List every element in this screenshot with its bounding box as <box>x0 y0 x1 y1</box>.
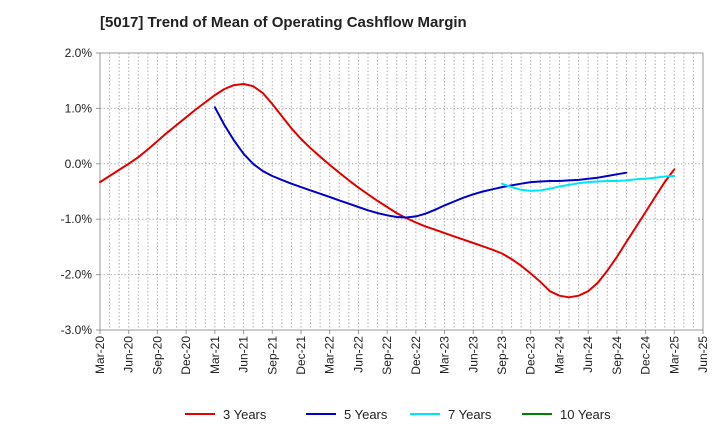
y-tick-label: -1.0% <box>61 212 93 226</box>
plot-frame <box>99 52 704 331</box>
y-tick-label: -3.0% <box>61 323 93 337</box>
y-tick-label: 0.0% <box>65 157 93 171</box>
x-tick-label: Sep-23 <box>495 336 509 375</box>
x-tick-label: Mar-21 <box>208 336 222 374</box>
x-tick-label: Jun-24 <box>581 336 595 373</box>
y-tick-label: -2.0% <box>61 268 93 282</box>
x-tick-label: Dec-22 <box>409 336 423 375</box>
x-tick-label: Jun-22 <box>351 336 365 373</box>
grid-layer <box>100 53 703 330</box>
legend-label-7-years: 7 Years <box>448 407 492 422</box>
legend-label-5-years: 5 Years <box>344 407 388 422</box>
x-tick-label: Sep-24 <box>610 336 624 375</box>
x-tick-label: Sep-20 <box>150 336 164 375</box>
x-tick-label: Dec-24 <box>639 336 653 375</box>
x-tick-label: Dec-23 <box>524 336 538 375</box>
x-tick-label: Mar-22 <box>323 336 337 374</box>
legend-label-3-years: 3 Years <box>223 407 267 422</box>
x-tick-label: Mar-25 <box>667 336 681 374</box>
x-tick-label: Mar-24 <box>552 336 566 374</box>
y-tick-label: 2.0% <box>65 46 93 60</box>
legend: 3 Years 5 Years 7 Years 10 Years <box>185 407 611 422</box>
series-line-3-years <box>99 83 676 299</box>
series-layer <box>99 83 676 299</box>
legend-label-10-years: 10 Years <box>560 407 611 422</box>
x-tick-label: Jun-21 <box>237 336 251 373</box>
x-axis-ticks: Mar-20 Jun-20 Sep-20 Dec-20 Mar-21 Jun-21 Sep-… <box>93 330 710 375</box>
x-tick-label: Dec-21 <box>294 336 308 375</box>
x-tick-label: Mar-23 <box>438 336 452 374</box>
series-line-5-years <box>213 106 628 219</box>
x-tick-label: Dec-20 <box>179 336 193 375</box>
x-tick-label: Mar-20 <box>93 336 107 374</box>
x-tick-label: Jun-23 <box>466 336 480 373</box>
y-axis-ticks: 2.0% 1.0% 0.0% -1.0% -2.0% -3.0% <box>61 46 100 337</box>
chart-title: [5017] Trend of Mean of Operating Cashfl… <box>100 14 467 31</box>
series-line-7-years <box>501 175 676 192</box>
x-tick-label: Sep-22 <box>380 336 394 375</box>
y-tick-label: 1.0% <box>65 101 93 115</box>
x-tick-label: Jun-20 <box>122 336 136 373</box>
x-tick-label: Jun-25 <box>696 336 710 373</box>
x-tick-label: Sep-21 <box>265 336 279 375</box>
